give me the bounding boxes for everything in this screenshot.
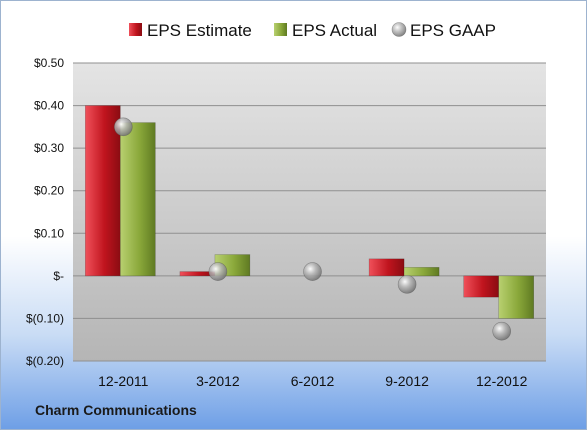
marker-eps-gaap-6-2012 — [303, 262, 322, 281]
x-tick-label: 6-2012 — [291, 373, 335, 389]
legend: EPS Estimate EPS Actual EPS GAAP — [129, 21, 496, 40]
y-tick-label: $0.30 — [34, 141, 64, 155]
x-tick-label: 3-2012 — [196, 373, 240, 389]
bar-eps-estimate-12-2012 — [463, 275, 500, 298]
marker-eps-gaap-12-2011 — [114, 117, 133, 137]
y-tick-label: $(0.10) — [26, 311, 64, 325]
y-tick-label: $0.50 — [34, 56, 64, 70]
legend-label-eps-estimate: EPS Estimate — [147, 21, 252, 40]
legend-label-eps-gaap: EPS GAAP — [410, 21, 496, 40]
legend-swatch-eps-estimate — [129, 23, 142, 36]
bar-eps-actual-12-2011 — [120, 122, 156, 277]
legend-swatch-eps-gaap — [391, 22, 407, 37]
y-tick-label: $0.40 — [34, 99, 64, 113]
bar-eps-estimate-9-2012 — [368, 258, 405, 277]
x-tick-label: 12-2011 — [98, 373, 149, 389]
bar-eps-actual-12-2012 — [498, 275, 535, 319]
marker-eps-gaap-3-2012 — [208, 262, 228, 281]
y-axis-ticks: $0.50 $0.40 $0.30 $0.20 $0.10 $- $(0.10) $(0.20… — [26, 56, 64, 368]
gaap-markers — [114, 117, 512, 341]
bar-eps-actual-9-2012 — [403, 267, 440, 277]
x-tick-label: 12-2012 — [476, 373, 528, 389]
y-tick-label: $0.20 — [34, 184, 64, 198]
company-name: Charm Communications — [35, 402, 197, 418]
y-tick-label: $0.10 — [34, 226, 64, 240]
y-tick-label: $(0.20) — [26, 354, 64, 368]
y-tick-label: $- — [53, 269, 64, 283]
marker-eps-gaap-12-2012 — [492, 321, 512, 341]
bar-eps-estimate-12-2011 — [85, 105, 121, 277]
legend-swatch-eps-actual — [274, 23, 287, 36]
bar-series — [85, 105, 535, 319]
x-tick-label: 9-2012 — [385, 373, 429, 389]
marker-eps-gaap-9-2012 — [397, 275, 417, 294]
x-axis-labels: 12-2011 3-2012 6-2012 9-2012 12-2012 — [98, 373, 527, 389]
legend-label-eps-actual: EPS Actual — [292, 21, 377, 40]
